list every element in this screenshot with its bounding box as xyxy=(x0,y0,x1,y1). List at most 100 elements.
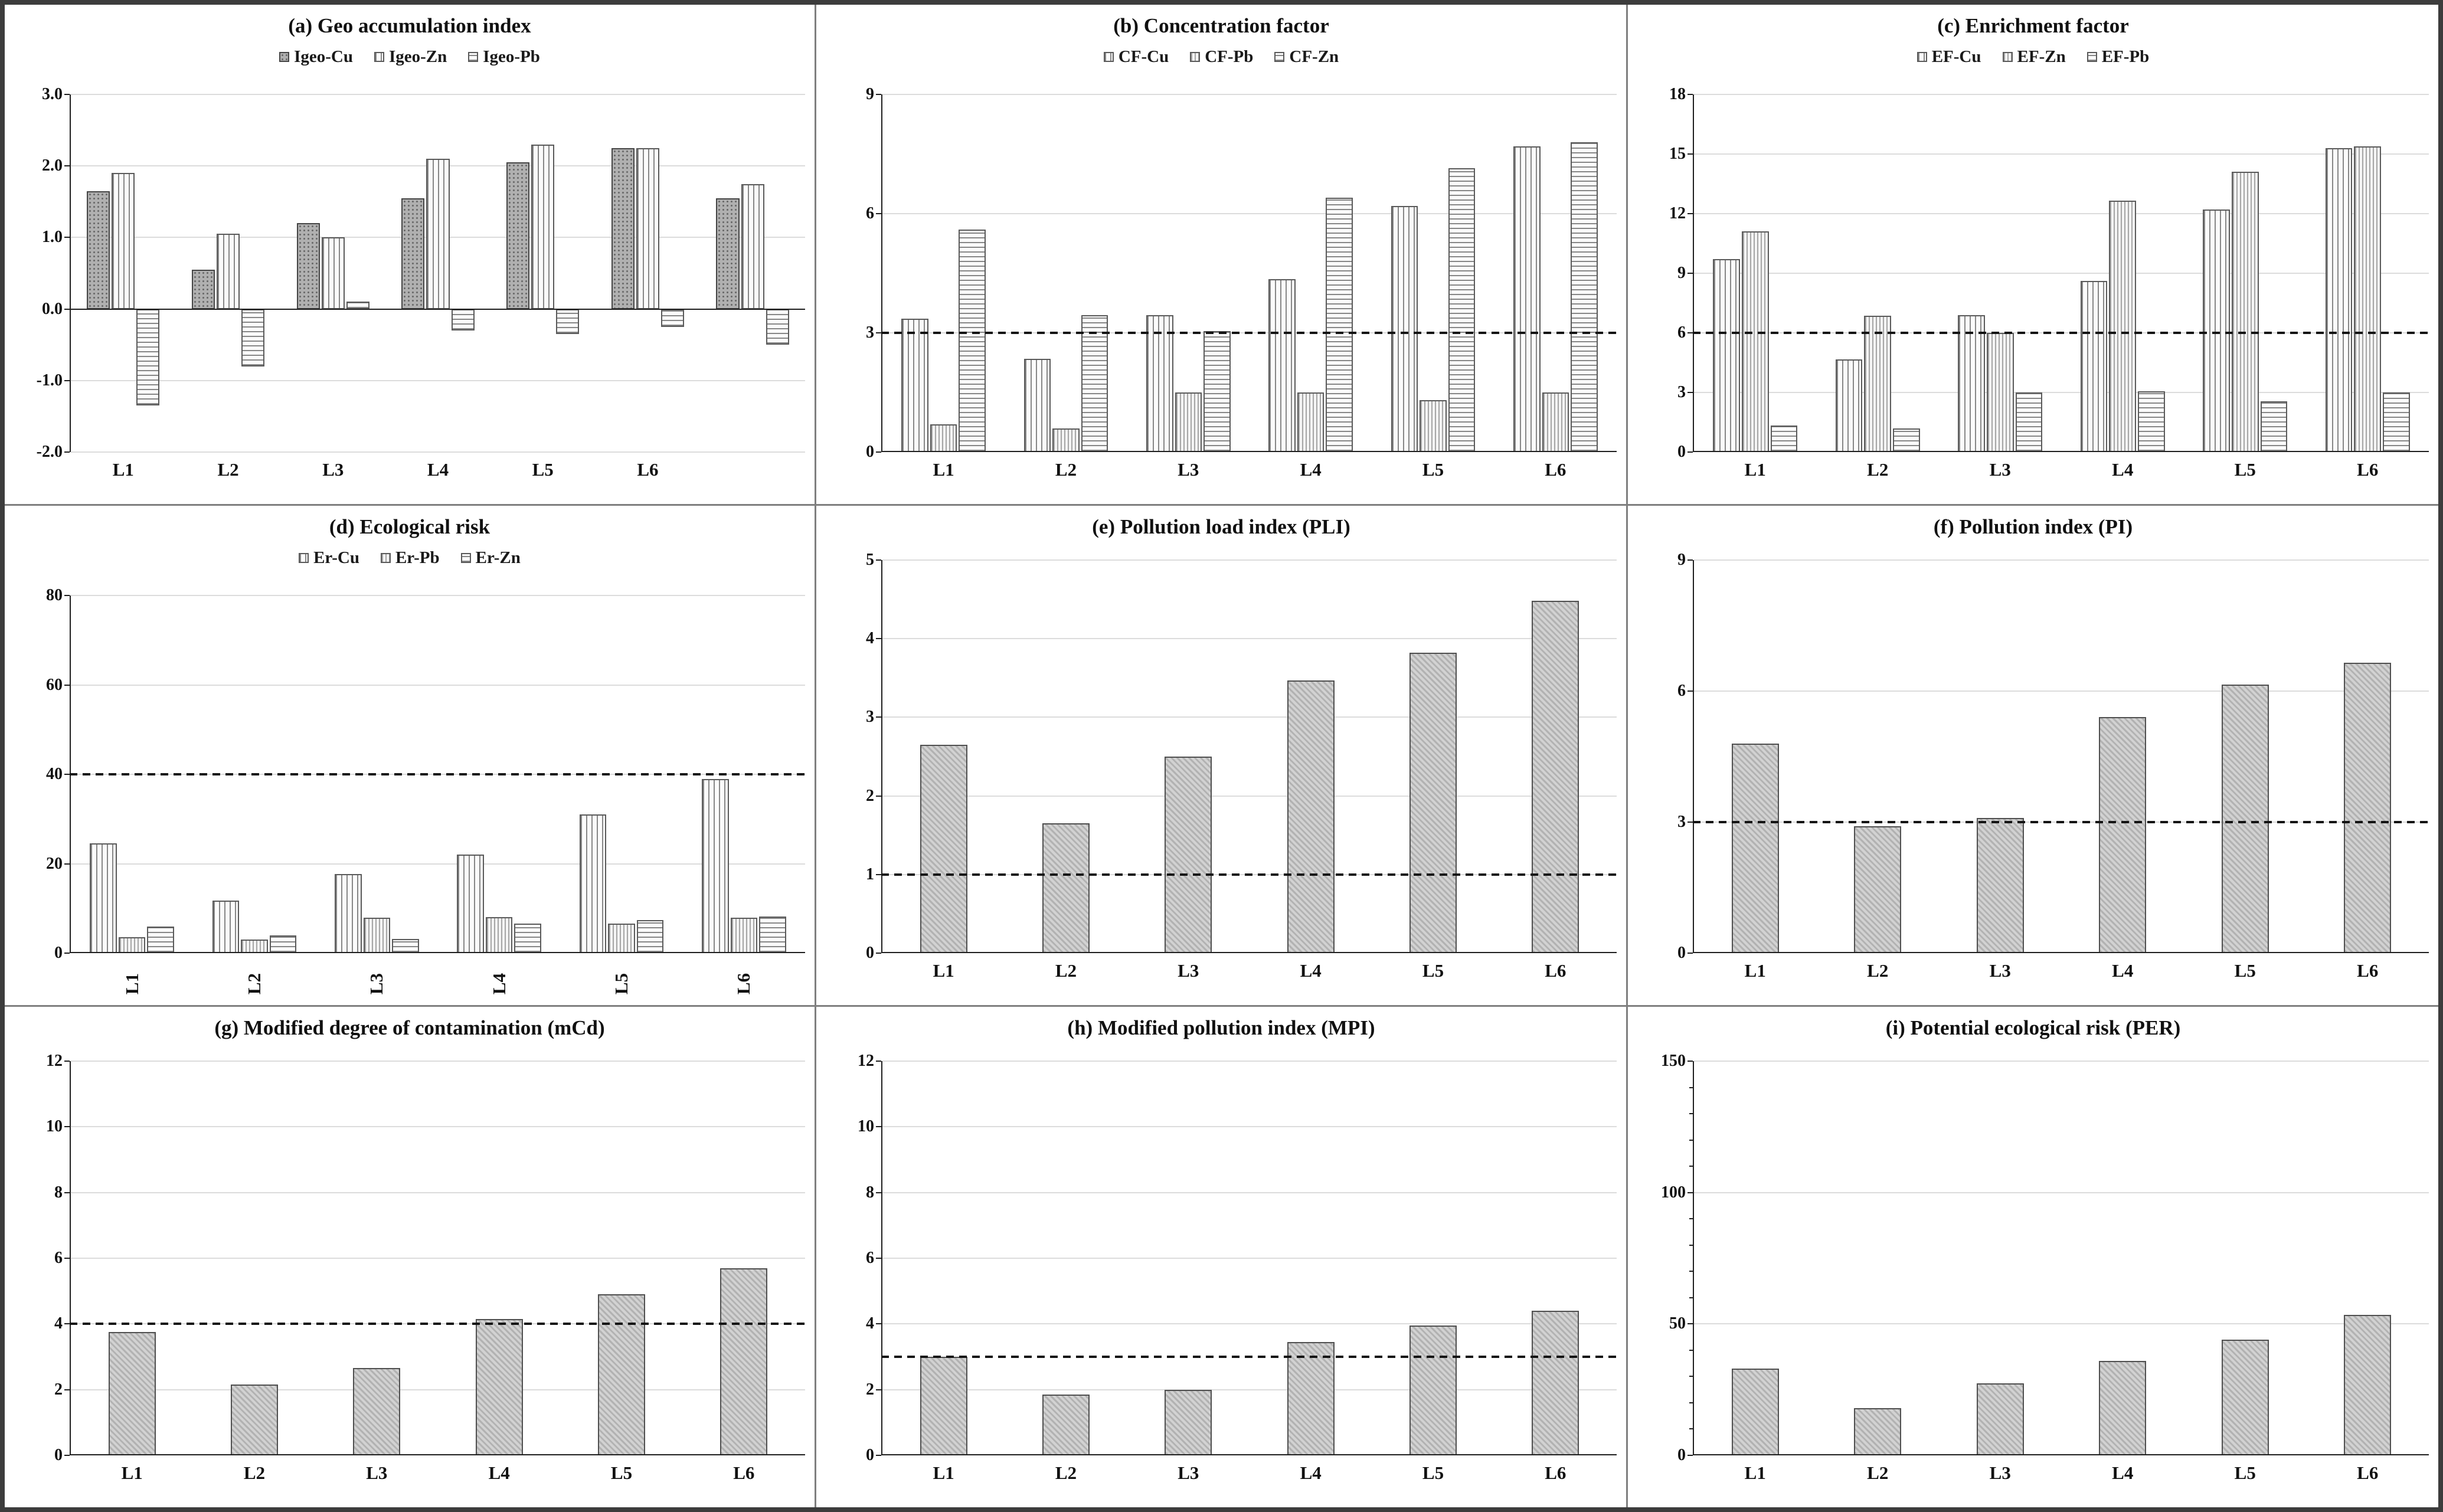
y-tick xyxy=(876,953,881,954)
x-axis-label: L4 xyxy=(2112,459,2134,480)
y-minor-tick xyxy=(1689,1349,1693,1351)
panel-enrichment-factor: (c) Enrichment factor EF-Cu EF-Zn EF-Pb 18… xyxy=(1628,5,2438,504)
y-tick xyxy=(64,1126,70,1128)
y-tick xyxy=(64,863,70,865)
bar xyxy=(1287,680,1335,953)
x-axis-label: L5 xyxy=(610,1462,633,1483)
bar xyxy=(1770,425,1798,452)
x-axis-label: L3 xyxy=(1989,960,2011,981)
x-axis-label: L3 xyxy=(1989,1462,2011,1483)
legend-label: Igeo-Cu xyxy=(294,47,353,66)
legend-marker-icon xyxy=(374,52,384,62)
y-axis-label: 100 xyxy=(1661,1183,1686,1202)
bar xyxy=(87,191,110,309)
x-axis-label: L3 xyxy=(1178,1462,1199,1483)
legend-item: EF-Cu xyxy=(1917,47,1981,67)
legend-label: Igeo-Zn xyxy=(388,47,447,66)
panel-ecological-risk: (d) Ecological risk Er-Cu Er-Pb Er-Zn 80 60… xyxy=(5,506,815,1005)
bar xyxy=(920,1357,967,1455)
x-axis-label: L3 xyxy=(366,1462,388,1483)
legend-item: Igeo-Cu xyxy=(279,47,353,67)
legend-marker-icon xyxy=(380,553,391,563)
legend-item: Igeo-Pb xyxy=(468,47,540,67)
bar xyxy=(426,159,450,309)
y-tick xyxy=(1687,1455,1693,1456)
bar xyxy=(1023,358,1051,452)
y-minor-tick xyxy=(1689,1271,1693,1272)
y-tick xyxy=(876,638,881,640)
bar xyxy=(2138,391,2165,452)
bar xyxy=(334,873,362,953)
y-axis-label: -1.0 xyxy=(36,371,63,390)
y-tick xyxy=(876,795,881,797)
y-axis-label: 0.0 xyxy=(42,299,63,318)
legend-item: Er-Pb xyxy=(380,548,440,568)
y-axis-label: 8 xyxy=(866,1183,874,1202)
y-tick xyxy=(64,1258,70,1259)
dashed-reference-line xyxy=(881,332,1617,334)
legend-item: Igeo-Zn xyxy=(374,47,447,67)
gridline xyxy=(71,684,805,686)
y-tick xyxy=(876,1258,881,1259)
bar xyxy=(1958,315,1985,452)
y-tick xyxy=(1687,690,1693,692)
x-axis-label: L1 xyxy=(1744,960,1766,981)
y-axis-label: 6 xyxy=(54,1249,63,1267)
y-axis-line xyxy=(881,560,882,953)
x-axis-label: L5 xyxy=(611,973,632,995)
gridline xyxy=(882,1323,1617,1325)
gridline xyxy=(71,94,805,95)
plot-area: 5 4 3 2 1 0 L1 L2 L3 L4 L5 L6 xyxy=(866,551,1617,981)
y-axis-label: 1.0 xyxy=(42,228,63,247)
y-axis-line xyxy=(881,94,882,452)
y-tick xyxy=(1687,392,1693,393)
plot-area: 18 15 12 9 6 3 0 L1 L2 L3 L4 L5 L6 xyxy=(1669,85,2429,480)
y-axis-label: 6 xyxy=(1677,323,1686,342)
bar xyxy=(2015,392,2043,452)
bar xyxy=(2344,662,2392,953)
gridline xyxy=(882,94,1617,95)
x-axis-label: L1 xyxy=(121,973,142,995)
bar xyxy=(2109,201,2137,452)
bar xyxy=(930,424,957,452)
bar xyxy=(118,937,146,953)
bar xyxy=(353,1368,401,1455)
legend-marker-icon xyxy=(1190,52,1201,62)
x-axis-label: L4 xyxy=(427,459,449,480)
bar xyxy=(1165,1389,1212,1455)
x-axis-label: L6 xyxy=(1545,1462,1566,1483)
bar xyxy=(1976,817,2024,953)
x-axis-label: L3 xyxy=(322,459,344,480)
y-axis-label: 4 xyxy=(866,629,874,648)
x-axis-label: L5 xyxy=(1422,1462,1444,1483)
bar xyxy=(2203,210,2230,452)
bar xyxy=(1713,259,1740,452)
bar xyxy=(1042,1395,1090,1455)
legend: Er-Cu Er-Pb Er-Zn xyxy=(5,548,815,568)
gridline xyxy=(882,638,1617,640)
bar xyxy=(1854,1408,1902,1455)
gridline xyxy=(1694,94,2429,95)
legend-item: CF-Cu xyxy=(1103,47,1169,67)
legend-marker-icon xyxy=(460,553,471,563)
panel-title: (f) Pollution index (PI) xyxy=(1933,515,2133,538)
y-tick xyxy=(64,684,70,686)
bar xyxy=(2260,401,2288,452)
bar xyxy=(2383,392,2410,452)
x-axis-label: L1 xyxy=(933,459,954,480)
plot-area: 9 6 3 0 L1 L2 L3 L4 L5 L6 xyxy=(866,85,1617,480)
y-tick xyxy=(1687,953,1693,954)
bar xyxy=(716,198,740,309)
y-axis-label: 2.0 xyxy=(42,156,63,175)
bar xyxy=(2231,172,2259,452)
legend-item: Er-Zn xyxy=(460,548,521,568)
x-axis-label: L4 xyxy=(1300,960,1322,981)
y-minor-tick xyxy=(1689,1402,1693,1403)
y-minor-tick xyxy=(1689,1113,1693,1115)
gridline xyxy=(882,795,1617,797)
legend-item: CF-Zn xyxy=(1274,47,1339,67)
x-axis-line xyxy=(1693,451,2429,452)
bar xyxy=(730,918,758,953)
x-axis-label: L5 xyxy=(532,459,554,480)
gridline xyxy=(71,595,805,596)
